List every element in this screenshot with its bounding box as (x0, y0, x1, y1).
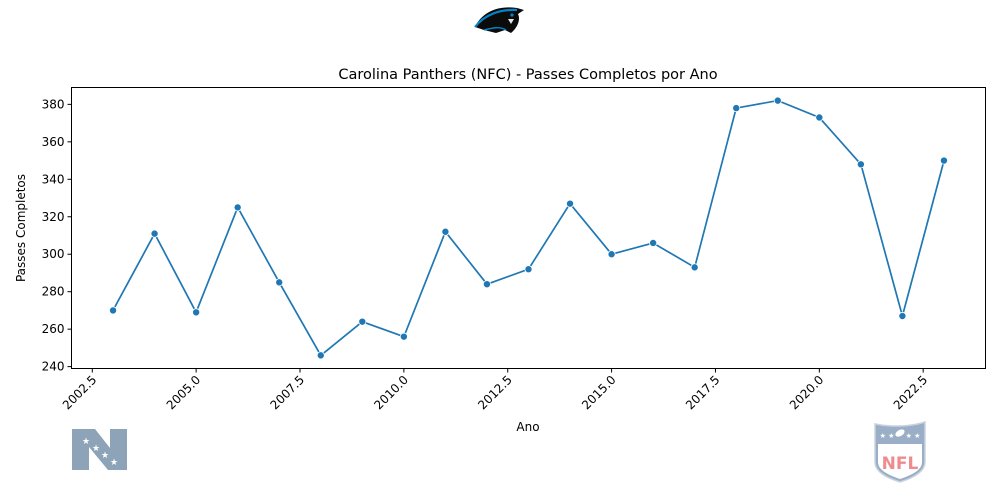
data-point (607, 250, 616, 259)
y-tick-label: 300 (42, 247, 65, 261)
series-line (112, 99, 945, 357)
data-point (732, 104, 741, 113)
x-tick-label: 2005.0 (164, 373, 204, 413)
svg-text:★: ★ (101, 451, 109, 461)
data-point (649, 238, 658, 247)
y-tick-label: 360 (42, 135, 65, 149)
x-tick-label: 2002.5 (60, 373, 100, 413)
data-point (773, 96, 782, 105)
data-point (275, 278, 284, 287)
x-tick-label: 2022.5 (891, 373, 931, 413)
x-tick-label: 2020.0 (787, 373, 827, 413)
y-tick-label: 340 (42, 172, 65, 186)
y-tick-label: 320 (42, 210, 65, 224)
y-tick-label: 240 (42, 360, 65, 374)
svg-text:★: ★ (82, 437, 90, 447)
data-point (399, 332, 408, 341)
x-tick-label: 2012.5 (475, 373, 515, 413)
nfl-logo: NFL ★ ★ ★ ★ (874, 420, 926, 483)
chart-title: Carolina Panthers (NFC) - Passes Complet… (338, 67, 717, 83)
x-axis-label: Ano (516, 420, 539, 434)
y-axis-label: Passes Completos (14, 174, 28, 282)
data-point (150, 229, 159, 238)
x-tick-label: 2010.0 (371, 373, 411, 413)
series-layer (109, 96, 948, 360)
data-point (192, 308, 201, 317)
svg-text:★ ★: ★ ★ (906, 432, 921, 440)
x-axis: 2002.5 2005.0 2007.5 2010.0 2012.5 2015.0 2017… (60, 368, 931, 413)
nfc-logo: ★ ★ ★ ★ (72, 429, 127, 470)
data-point (898, 312, 907, 321)
svg-text:★ ★: ★ ★ (880, 432, 895, 440)
y-tick-label: 280 (42, 285, 65, 299)
data-point (482, 280, 491, 289)
svg-text:★: ★ (110, 458, 118, 468)
x-tick-label: 2017.5 (683, 373, 723, 413)
data-point (233, 203, 242, 212)
data-point (815, 113, 824, 122)
plot-area (71, 87, 986, 369)
data-point (939, 156, 948, 165)
data-point (566, 199, 575, 208)
x-tick-label: 2007.5 (268, 373, 308, 413)
data-point (109, 306, 118, 315)
x-tick-label: 2015.0 (579, 373, 619, 413)
team-logo (474, 7, 524, 33)
data-point (441, 227, 450, 236)
data-point (856, 160, 865, 169)
svg-text:★: ★ (92, 444, 100, 454)
y-axis: 240 260 280 300 320 340 360 380 (42, 97, 72, 374)
data-point (358, 317, 367, 326)
data-point (690, 263, 699, 272)
data-point (524, 265, 533, 274)
y-tick-label: 260 (42, 322, 65, 336)
y-tick-label: 380 (42, 97, 65, 111)
nfl-logo-text: NFL (882, 454, 919, 474)
data-point (316, 351, 325, 360)
